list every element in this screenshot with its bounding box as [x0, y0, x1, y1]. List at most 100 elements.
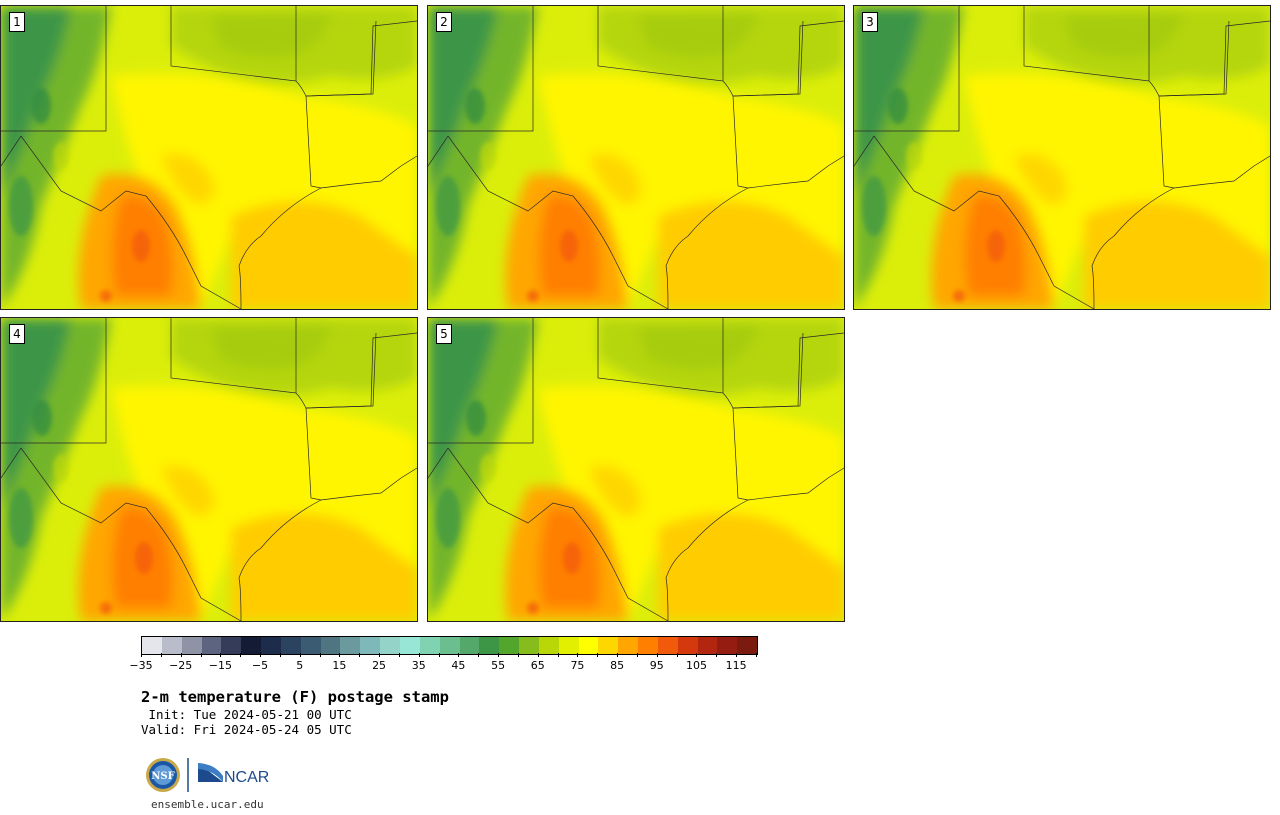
colorbar-tick: [200, 653, 202, 657]
colorbar-tick-label: 95: [649, 659, 664, 672]
colorbar-tick: [359, 653, 361, 657]
colorbar-tick: [636, 653, 638, 657]
colorbar-tick: [339, 653, 341, 657]
colorbar-tick-label: 115: [725, 659, 747, 672]
colorbar-tick: [498, 653, 500, 657]
colorbar-tick: [220, 653, 222, 657]
member-label: 5: [436, 324, 452, 344]
member-label: 3: [862, 12, 878, 32]
colorbar-tick-label: 15: [332, 659, 347, 672]
colorbar-segment: [578, 637, 599, 654]
colorbar-segment: [479, 637, 500, 654]
colorbar-segment: [598, 637, 619, 654]
colorbar-tick: [597, 653, 599, 657]
colorbar-segment: [519, 637, 539, 654]
colorbar-tick: [398, 653, 400, 657]
colorbar-tick: [756, 653, 757, 657]
colorbar-tick: [319, 653, 321, 657]
colorbar-tick-label: −5: [251, 659, 269, 672]
colorbar-segment: [657, 637, 678, 654]
member-label: 4: [9, 324, 25, 344]
colorbar-segment: [142, 637, 162, 654]
colorbar-segment: [399, 637, 420, 654]
map-panel-1: 1: [0, 5, 418, 310]
ncar-logo-text: NCAR: [224, 769, 269, 786]
colorbar-segment: [677, 637, 698, 654]
colorbar-segment: [221, 637, 242, 654]
colorbar-segment: [717, 637, 738, 654]
temperature-colorbar: [141, 636, 758, 655]
colorbar-tick: [577, 653, 579, 657]
colorbar-tick-label: −25: [169, 659, 193, 672]
colorbar-tick: [260, 653, 262, 657]
colorbar-tick: [240, 653, 242, 657]
colorbar-tick-label: 25: [372, 659, 387, 672]
colorbar-segment: [241, 637, 262, 654]
colorbar-tick-label: 65: [530, 659, 545, 672]
colorbar-tick-label: 5: [296, 659, 304, 672]
colorbar-tick: [180, 653, 182, 657]
init-time: Init: Tue 2024-05-21 00 UTC: [141, 707, 352, 722]
colorbar-tick: [458, 653, 460, 657]
colorbar-tick: [676, 653, 678, 657]
site-url: ensemble.ucar.edu: [151, 798, 264, 811]
colorbar-segment: [737, 637, 758, 654]
colorbar-tick: [696, 653, 698, 657]
colorbar-segment: [340, 637, 361, 654]
map-panel-4: 4: [0, 317, 418, 622]
member-label: 2: [436, 12, 452, 32]
ncar-logo: NCAR: [198, 763, 269, 786]
colorbar-segment: [499, 637, 520, 654]
colorbar-tick: [299, 653, 301, 657]
temperature-map: [428, 6, 844, 309]
nsf-logo: NSF: [146, 758, 180, 792]
colorbar-tick: [160, 653, 162, 657]
colorbar-tick: [438, 653, 440, 657]
colorbar-tick: [418, 653, 420, 657]
nsf-ncar-logos: NSF NCAR: [143, 756, 283, 796]
colorbar-tick: [478, 653, 480, 657]
colorbar-tick: [517, 653, 519, 657]
colorbar-tick-label: 55: [491, 659, 506, 672]
colorbar-segment: [201, 637, 222, 654]
colorbar-tick: [557, 653, 559, 657]
colorbar-segment: [697, 637, 718, 654]
colorbar-segment: [459, 637, 480, 654]
colorbar-segment: [261, 637, 281, 654]
map-panel-2: 2: [427, 5, 845, 310]
valid-time: Valid: Fri 2024-05-24 05 UTC: [141, 722, 352, 737]
colorbar-ticks: −35 −25 −15 −5 5 15 25 35 45 55 65 75 85 95 105 115: [129, 653, 758, 677]
colorbar-tick: [617, 653, 619, 657]
colorbar-tick-label: 45: [451, 659, 466, 672]
colorbar-segment: [419, 637, 440, 654]
colorbar-tick: [537, 653, 539, 657]
temperature-map: [1, 6, 417, 309]
colorbar-tick: [736, 653, 738, 657]
map-panel-5: 5: [427, 317, 845, 622]
colorbar-tick-label: −15: [208, 659, 232, 672]
colorbar-segment: [638, 637, 658, 654]
colorbar-segment: [360, 637, 381, 654]
colorbar-tick: [716, 653, 718, 657]
colorbar-tick-label: 85: [610, 659, 625, 672]
colorbar-tick-label: −35: [129, 659, 153, 672]
colorbar-tick: [141, 653, 142, 657]
colorbar-tick: [656, 653, 658, 657]
colorbar-segment: [161, 637, 182, 654]
colorbar-segment: [181, 637, 202, 654]
map-panel-3: 3: [853, 5, 1271, 310]
colorbar-segment: [300, 637, 321, 654]
colorbar-segment: [558, 637, 579, 654]
colorbar-segment: [280, 637, 301, 654]
temperature-map: [428, 318, 844, 621]
colorbar-tick-label: 35: [411, 659, 426, 672]
nsf-logo-text: NSF: [151, 771, 174, 782]
colorbar-segment: [618, 637, 639, 654]
temperature-map: [854, 6, 1270, 309]
temperature-map: [1, 318, 417, 621]
colorbar-tick-label: 75: [570, 659, 585, 672]
colorbar-segment: [320, 637, 341, 654]
colorbar-segment: [439, 637, 460, 654]
chart-title: 2-m temperature (F) postage stamp: [141, 688, 449, 706]
member-label: 1: [9, 12, 25, 32]
